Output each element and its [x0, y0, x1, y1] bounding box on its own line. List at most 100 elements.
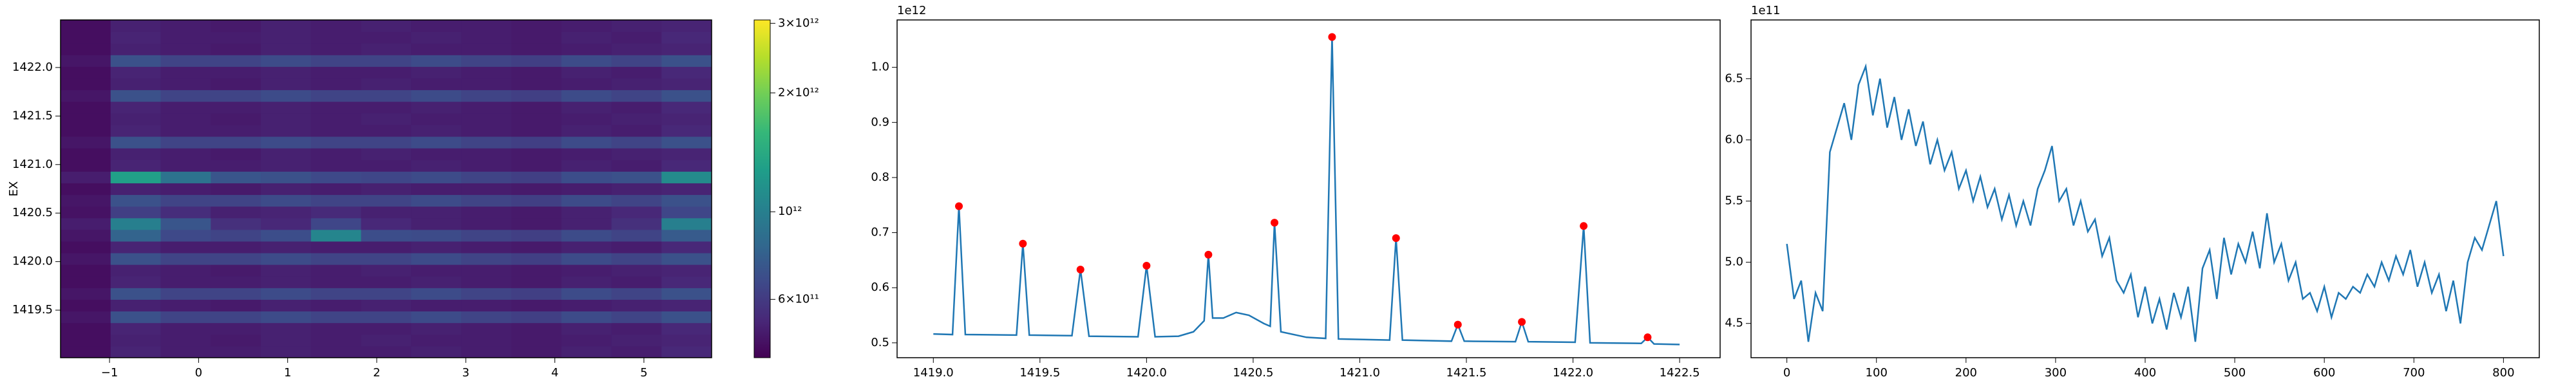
- x-tick-label: 1420.0: [1126, 366, 1167, 380]
- heatmap-cell: [511, 124, 562, 137]
- heatmap-cell: [411, 43, 462, 55]
- heatmap-cell: [661, 171, 712, 183]
- heatmap-cell: [361, 241, 412, 253]
- x-tick-label: 400: [2134, 366, 2156, 380]
- heatmap-cell: [511, 136, 562, 149]
- heatmap-cell: [261, 32, 312, 44]
- heatmap-cell: [110, 264, 162, 277]
- heatmap-cell: [561, 160, 612, 172]
- heatmap-cell: [561, 322, 612, 335]
- heatmap-cell: [310, 183, 362, 196]
- heatmap-cell: [461, 183, 512, 196]
- heatmap-cell: [461, 264, 512, 277]
- heatmap-cell: [211, 206, 261, 219]
- heatmap-cell: [661, 20, 712, 32]
- heatmap-cell: [211, 217, 261, 230]
- heatmap-cell: [611, 20, 662, 32]
- heatmap-cell: [110, 322, 162, 335]
- heatmap-cell: [411, 32, 462, 44]
- offset-label: 1e11: [1751, 4, 1780, 17]
- heatmap-cell: [310, 124, 362, 137]
- y-tick-label: 0.8: [871, 170, 889, 184]
- heatmap-cell: [261, 101, 312, 114]
- y-tick-label: 6.5: [1725, 71, 1743, 85]
- heatmap-cell: [411, 334, 462, 347]
- heatmap-cell: [160, 124, 211, 137]
- heatmap-cell: [611, 183, 662, 196]
- heatmap-cell: [110, 276, 162, 288]
- heatmap-cell: [661, 276, 712, 288]
- heatmap-cell: [561, 241, 612, 253]
- y-tick-label: 1419.5: [12, 303, 53, 317]
- heatmap-cell: [561, 113, 612, 125]
- heatmap-cell: [160, 311, 211, 324]
- heatmap-cell: [110, 288, 162, 300]
- heatmap-cell: [411, 160, 462, 172]
- x-tick-label: 1421.5: [1446, 366, 1487, 380]
- heatmap-cell: [611, 206, 662, 219]
- heatmap-cell: [361, 288, 412, 300]
- heatmap-cell: [261, 217, 312, 230]
- heatmap-cell: [211, 183, 261, 196]
- heatmap-cell: [211, 55, 261, 67]
- heatmap-cell: [661, 322, 712, 335]
- heatmap-cell: [160, 334, 211, 347]
- heatmap-cell: [61, 311, 111, 324]
- heatmap-cell: [310, 43, 362, 55]
- heatmap-cell: [361, 66, 412, 79]
- heatmap-cell: [661, 124, 712, 137]
- y-tick-label: 1420.5: [12, 206, 53, 219]
- heatmap-cell: [310, 78, 362, 91]
- heatmap-cell: [461, 217, 512, 230]
- heatmap-cell: [661, 334, 712, 347]
- peak-marker: [1076, 265, 1084, 273]
- heatmap-cell: [160, 217, 211, 230]
- heatmap-cell: [361, 253, 412, 265]
- y-tick-label: 1421.0: [12, 158, 53, 171]
- heatmap-cell: [561, 171, 612, 183]
- y-tick-label: 6.0: [1725, 133, 1743, 146]
- x-tick-label: 1420.5: [1233, 366, 1273, 380]
- heatmap-cell: [160, 299, 211, 312]
- heatmap-cell: [611, 322, 662, 335]
- heatmap-cell: [411, 101, 462, 114]
- heatmap-cell: [361, 124, 412, 137]
- heatmap-cell: [211, 276, 261, 288]
- heatmap-cell: [511, 194, 562, 207]
- heatmap-cell: [160, 78, 211, 91]
- heatmap-cell: [461, 206, 512, 219]
- heatmap-cell: [511, 20, 562, 32]
- heatmap-cell: [511, 78, 562, 91]
- heatmap-cell: [411, 288, 462, 300]
- heatmap-cell: [511, 217, 562, 230]
- heatmap-cell: [511, 311, 562, 324]
- heatmap-cell: [461, 32, 512, 44]
- heatmap-cell: [261, 253, 312, 265]
- colorbar: [753, 19, 771, 358]
- heatmap-cell: [561, 299, 612, 312]
- x-tick-label: 1419.5: [1019, 366, 1060, 380]
- heatmap-cell: [411, 253, 462, 265]
- heatmap-cell: [160, 253, 211, 265]
- heatmap-cell: [611, 194, 662, 207]
- heatmap-cell: [110, 32, 162, 44]
- heatmap-cell: [611, 264, 662, 277]
- heatmap-cell: [561, 311, 612, 324]
- x-tick-label: 1421.0: [1340, 366, 1380, 380]
- x-tick-label: 3: [462, 366, 469, 380]
- heatmap-cell: [110, 217, 162, 230]
- heatmap-cell: [411, 264, 462, 277]
- heatmap-cell: [211, 20, 261, 32]
- heatmap-cell: [561, 124, 612, 137]
- heatmap-cell: [261, 311, 312, 324]
- peak-marker: [955, 202, 963, 210]
- heatmap-cell: [211, 136, 261, 149]
- heatmap-cell: [211, 288, 261, 300]
- heatmap-cell: [661, 89, 712, 102]
- heatmap-cell: [310, 66, 362, 79]
- heatmap-cell: [361, 78, 412, 91]
- heatmap-cell: [411, 276, 462, 288]
- line: [1786, 63, 2505, 342]
- heatmap-cell: [461, 322, 512, 335]
- y-tick-label: 5.5: [1725, 194, 1743, 208]
